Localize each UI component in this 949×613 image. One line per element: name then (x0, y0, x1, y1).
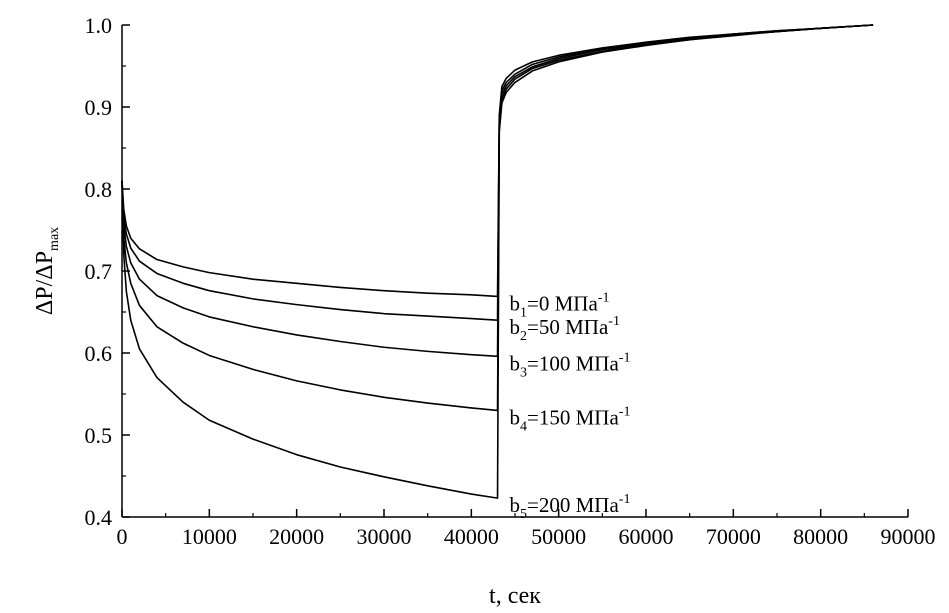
series-label-base: b (510, 291, 521, 315)
y-axis-label-main: ΔP/ΔP (32, 251, 58, 315)
x-tick-label: 10000 (182, 524, 237, 549)
series-label: b3=100 МПа-1 (510, 350, 631, 380)
x-tick-label: 70000 (706, 524, 761, 549)
y-tick-label: 0.8 (85, 177, 113, 202)
series-label-index: 5 (520, 507, 527, 522)
series-label: b2=50 МПа-1 (510, 314, 620, 344)
series-label-text: =200 МПа (527, 493, 619, 517)
series-label-index: 2 (520, 329, 527, 344)
series-label-text: =0 МПа (527, 291, 598, 315)
series-label-exp: -1 (608, 314, 620, 329)
series-line (121, 24, 874, 321)
x-tick-label: 0 (117, 524, 128, 549)
series-label-index: 1 (520, 305, 527, 320)
series-label-base: b (510, 315, 521, 339)
x-axis-label: t, сек (489, 583, 541, 609)
series-line (121, 24, 874, 358)
series-label-index: 4 (520, 419, 527, 434)
series-label: b1=0 МПа-1 (510, 290, 610, 320)
y-tick-label: 0.4 (85, 505, 113, 530)
y-axis-label: ΔP/ΔPmax (32, 227, 62, 315)
series-label: b4=150 МПа-1 (510, 404, 631, 434)
y-axis-label-sub: max (47, 227, 62, 251)
x-tick-label: 50000 (531, 524, 586, 549)
x-tick-label: 80000 (793, 524, 848, 549)
series-label-text: =100 МПа (527, 351, 619, 375)
series-label-exp: -1 (619, 404, 631, 419)
x-tick-label: 30000 (357, 524, 412, 549)
series-label-index: 3 (520, 365, 527, 380)
y-tick-label: 0.5 (85, 423, 113, 448)
series-label-exp: -1 (619, 350, 631, 365)
y-tick-label: 0.6 (85, 341, 113, 366)
y-tick-label: 0.7 (85, 259, 113, 284)
series-label: b5=200 МПа-1 (510, 492, 631, 522)
x-tick-label: 90000 (881, 524, 936, 549)
series-line (121, 24, 874, 499)
series-label-exp: -1 (598, 290, 610, 305)
y-tick-label: 1.0 (85, 13, 113, 38)
series-labels: b1=0 МПа-1b2=50 МПа-1b3=100 МПа-1b4=150 … (510, 290, 631, 522)
series-label-base: b (510, 405, 521, 429)
axes: 0 10000 20000 30000 40000 50000 60000 70000 8000… (85, 13, 936, 549)
series-line (121, 24, 874, 298)
x-tick-label: 40000 (444, 524, 499, 549)
series-layer (121, 24, 874, 499)
series-label-text: =50 МПа (527, 315, 609, 339)
series-label-base: b (510, 493, 521, 517)
series-label-text: =150 МПа (527, 405, 619, 429)
x-tick-label: 20000 (269, 524, 324, 549)
y-tick-label: 0.9 (85, 95, 113, 120)
series-label-base: b (510, 351, 521, 375)
series-label-exp: -1 (619, 492, 631, 507)
x-tick-label: 60000 (619, 524, 674, 549)
